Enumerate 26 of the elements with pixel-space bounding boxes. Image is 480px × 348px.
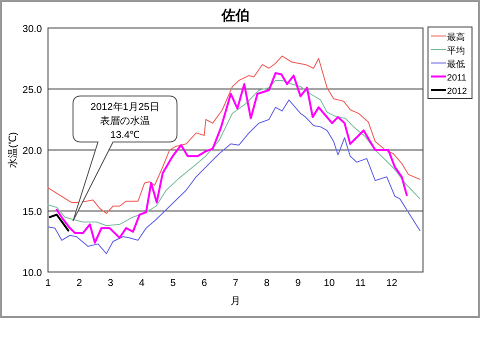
x-tick-label: 11: [355, 278, 366, 289]
x-tick-label: 9: [295, 278, 302, 289]
x-tick-label: 6: [201, 278, 208, 289]
y-axis-title: 水温(℃): [7, 132, 19, 168]
y-tick-label: 25.0: [22, 85, 42, 96]
callout-text: 2012年1月25日 表層の水温 13.4℃: [90, 102, 160, 141]
y-tick-label: 15.0: [22, 207, 42, 218]
legend-label: 2012: [447, 86, 468, 96]
x-tick-label: 1: [45, 278, 52, 289]
x-tick-label: 8: [264, 278, 270, 289]
x-tick-label: 10: [324, 278, 336, 289]
legend-label: 2011: [447, 72, 466, 82]
y-tick-label: 20.0: [22, 146, 42, 157]
chart-title: 佐伯: [220, 7, 250, 23]
x-tick-label: 3: [108, 278, 114, 289]
x-axis-title: 月: [230, 296, 240, 307]
legend-label: 平均: [447, 46, 465, 56]
x-tick-label: 4: [138, 278, 145, 289]
y-tick-label: 30.0: [22, 24, 42, 35]
x-tick-label: 7: [232, 278, 239, 289]
x-tick-label: 5: [170, 278, 176, 289]
legend-label: 最低: [447, 59, 465, 69]
y-tick-label: 10.0: [22, 268, 42, 279]
x-tick-label: 2: [76, 278, 82, 289]
legend-label: 最高: [447, 32, 465, 42]
x-tick-label: 12: [386, 278, 398, 289]
